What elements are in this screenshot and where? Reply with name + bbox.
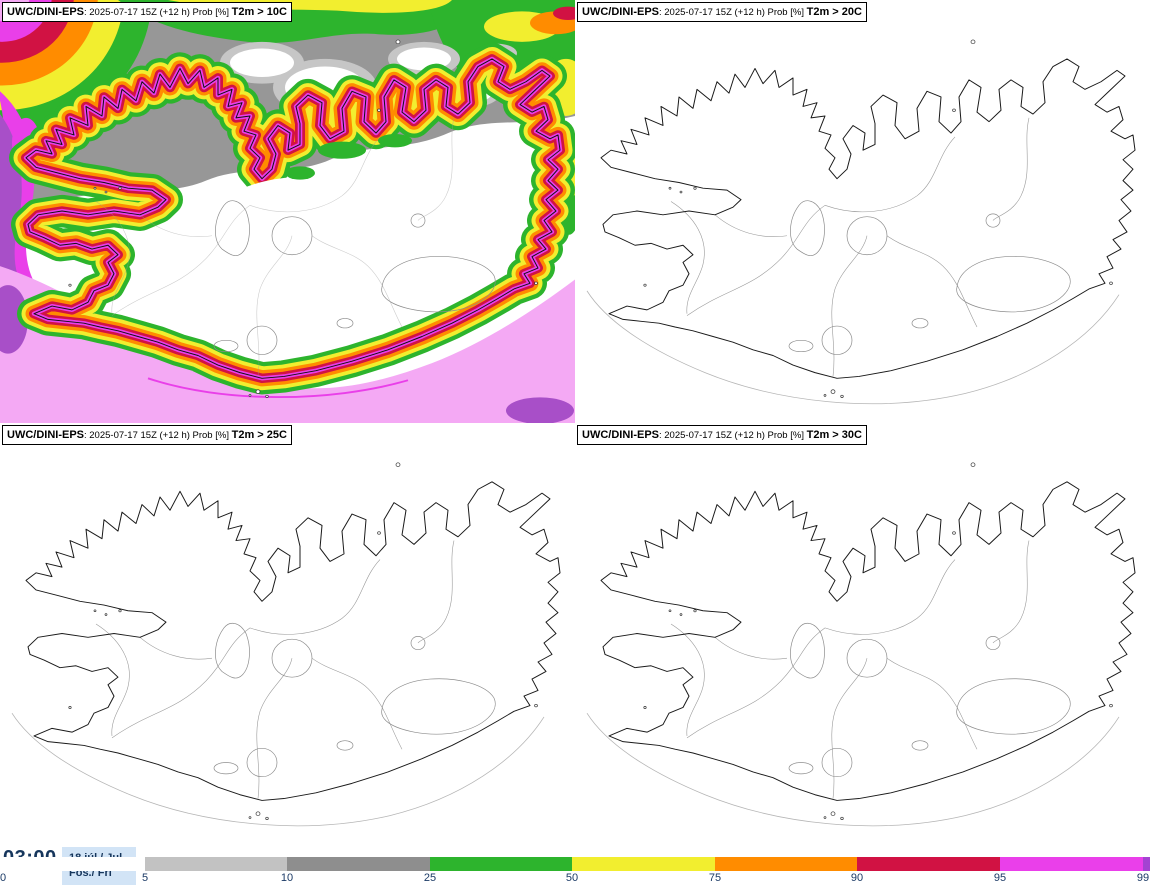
threshold-label: T2m > 25C xyxy=(231,429,287,441)
colorbar-tick-label: 10 xyxy=(280,872,294,884)
colorbar-segment xyxy=(857,857,1000,871)
panel-title-t2m-25c: UWC/DINI-EPS: 2025-07-17 15Z (+12 h) Pro… xyxy=(2,425,292,445)
colorbar-segment xyxy=(1000,857,1143,871)
probability-map-t2m-20c xyxy=(575,0,1150,423)
colorbar-labels: 0 5 10 25 50 75 90 95 99 xyxy=(0,872,1150,888)
colorbar-segment xyxy=(1143,857,1150,871)
map-panel-t2m-30c: UWC/DINI-EPS: 2025-07-17 15Z (+12 h) Pro… xyxy=(575,423,1150,845)
panel-title-t2m-10c: UWC/DINI-EPS: 2025-07-17 15Z (+12 h) Pro… xyxy=(2,2,292,22)
colorbar-tick-label: 90 xyxy=(850,872,864,884)
threshold-label: T2m > 30C xyxy=(806,429,862,441)
colorbar-segment xyxy=(715,857,857,871)
colorbar-segment xyxy=(0,857,145,871)
colorbar-tick-label: 0 xyxy=(0,872,7,884)
run-info: : 2025-07-17 15Z (+12 h) Prob [%] xyxy=(659,430,807,441)
colorbar-segment xyxy=(430,857,572,871)
colorbar-tick-label: 50 xyxy=(565,872,579,884)
colorbar-tick-label: 75 xyxy=(708,872,722,884)
probability-field-layers xyxy=(0,0,575,423)
colorbar-tick-label: 5 xyxy=(141,872,149,884)
model-label: UWC/DINI-EPS xyxy=(7,429,84,441)
panel-title-t2m-30c: UWC/DINI-EPS: 2025-07-17 15Z (+12 h) Pro… xyxy=(577,425,867,445)
run-info: : 2025-07-17 15Z (+12 h) Prob [%] xyxy=(659,7,807,18)
probability-map-t2m-30c xyxy=(575,423,1150,845)
probability-map-t2m-25c xyxy=(0,423,575,845)
colorbar-tick-label: 95 xyxy=(993,872,1007,884)
colorbar xyxy=(0,857,1150,871)
run-info: : 2025-07-17 15Z (+12 h) Prob [%] xyxy=(84,430,232,441)
map-panel-t2m-20c: UWC/DINI-EPS: 2025-07-17 15Z (+12 h) Pro… xyxy=(575,0,1150,423)
threshold-label: T2m > 20C xyxy=(806,6,862,18)
model-label: UWC/DINI-EPS xyxy=(7,6,84,18)
map-panel-t2m-25c: UWC/DINI-EPS: 2025-07-17 15Z (+12 h) Pro… xyxy=(0,423,575,845)
colorbar-segment xyxy=(572,857,715,871)
colorbar-segment xyxy=(287,857,430,871)
map-panel-t2m-10c: UWC/DINI-EPS: 2025-07-17 15Z (+12 h) Pro… xyxy=(0,0,575,423)
map-panel-grid: UWC/DINI-EPS: 2025-07-17 15Z (+12 h) Pro… xyxy=(0,0,1150,845)
colorbar-segment xyxy=(145,857,287,871)
model-label: UWC/DINI-EPS xyxy=(582,6,659,18)
panel-title-t2m-20c: UWC/DINI-EPS: 2025-07-17 15Z (+12 h) Pro… xyxy=(577,2,867,22)
colorbar-tick-label: 99 xyxy=(1136,872,1150,884)
model-label: UWC/DINI-EPS xyxy=(582,429,659,441)
run-info: : 2025-07-17 15Z (+12 h) Prob [%] xyxy=(84,7,232,18)
footer-bar: 03:00 18.júl./ Jul Fös./ Fri 05102550759… xyxy=(0,845,1150,891)
threshold-label: T2m > 10C xyxy=(231,6,287,18)
probability-map-t2m-10c xyxy=(0,0,575,423)
colorbar-tick-label: 25 xyxy=(423,872,437,884)
